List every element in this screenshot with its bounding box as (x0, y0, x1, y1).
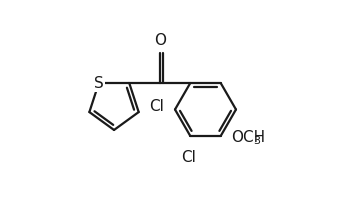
Text: 3: 3 (253, 136, 260, 146)
Text: OCH: OCH (231, 130, 266, 145)
Text: S: S (94, 76, 104, 91)
Text: Cl: Cl (149, 99, 164, 114)
Text: Cl: Cl (181, 150, 196, 165)
Text: O: O (154, 33, 166, 48)
